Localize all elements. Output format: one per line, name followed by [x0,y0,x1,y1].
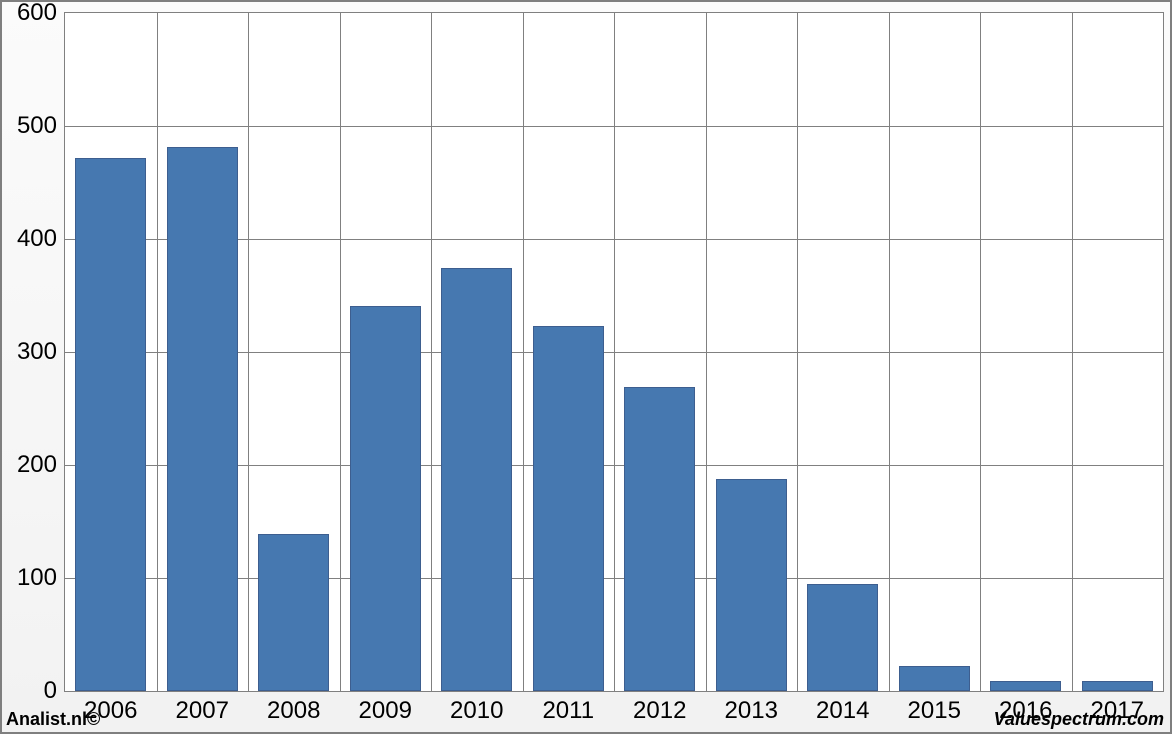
bar [990,681,1061,691]
gridline-vertical [797,13,798,691]
bar [899,666,970,691]
gridline-vertical [1072,13,1073,691]
gridline-vertical [431,13,432,691]
bar [1082,681,1153,691]
bar [533,326,604,691]
gridline-vertical [614,13,615,691]
gridline-vertical [889,13,890,691]
gridline-vertical [157,13,158,691]
x-tick-label: 2007 [176,691,229,725]
bar [807,584,878,691]
bar [624,387,695,691]
y-tick-label: 500 [17,112,65,140]
y-tick-label: 400 [17,225,65,253]
gridline-vertical [980,13,981,691]
footer-left: Analist.nl© [6,709,100,730]
x-tick-label: 2012 [633,691,686,725]
x-tick-label: 2010 [450,691,503,725]
bar [350,306,421,691]
plot-area: 0100200300400500600200620072008200920102… [64,12,1164,692]
x-tick-label: 2013 [725,691,778,725]
y-tick-label: 200 [17,451,65,479]
bar [75,158,146,691]
footer-right: Valuespectrum.com [994,709,1164,730]
x-tick-label: 2008 [267,691,320,725]
x-tick-label: 2011 [542,691,594,725]
gridline-vertical [706,13,707,691]
x-tick-label: 2014 [816,691,869,725]
bar [167,147,238,691]
gridline-vertical [248,13,249,691]
chart-frame: 0100200300400500600200620072008200920102… [0,0,1172,734]
x-tick-label: 2015 [908,691,961,725]
bar [258,534,329,691]
x-tick-label: 2009 [359,691,412,725]
y-tick-label: 300 [17,338,65,366]
y-tick-label: 0 [44,677,65,705]
gridline-vertical [340,13,341,691]
y-tick-label: 600 [17,0,65,27]
bar [716,479,787,691]
y-tick-label: 100 [17,564,65,592]
bar [441,268,512,691]
gridline-vertical [523,13,524,691]
